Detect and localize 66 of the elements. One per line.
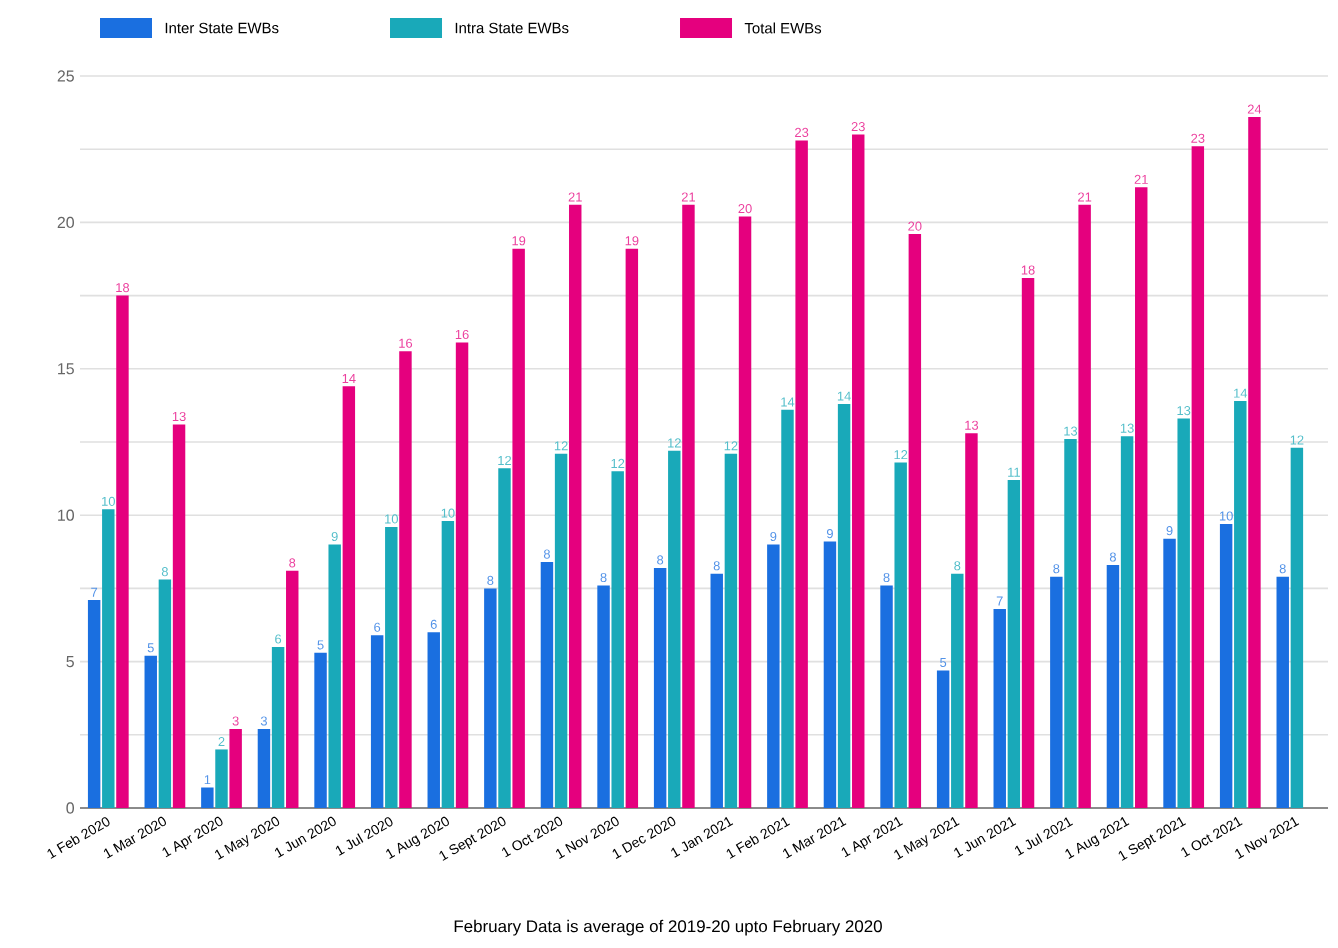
bar: [328, 544, 341, 808]
bar: [1290, 447, 1304, 808]
bar: [370, 635, 384, 808]
bar: [951, 573, 964, 808]
bar: [286, 570, 299, 808]
bar: [682, 204, 695, 808]
bar: [1219, 523, 1233, 808]
bar: [1191, 146, 1205, 808]
bar: [724, 453, 738, 808]
text: February Data is average of 2019-20 upto February 2020: [454, 919, 882, 936]
bar: [611, 471, 624, 808]
bar: [1120, 436, 1134, 808]
bar: [823, 541, 837, 808]
bar: [455, 342, 469, 808]
bar: [554, 453, 568, 808]
bar: [653, 567, 667, 808]
bar: [314, 652, 327, 808]
bar: [158, 579, 172, 808]
bar: [1106, 564, 1120, 808]
bar: [837, 403, 851, 808]
bar: [767, 544, 780, 808]
bar: [87, 600, 101, 808]
bar: [908, 234, 922, 808]
bar: [271, 646, 285, 808]
bar: [229, 728, 242, 808]
bar: [172, 424, 186, 808]
bar: [668, 450, 681, 808]
bar: [738, 216, 752, 808]
bar: [1234, 401, 1247, 808]
bar: [1163, 538, 1176, 808]
bar: [385, 526, 398, 808]
bar: [993, 608, 1006, 808]
bar: [441, 521, 455, 808]
bar: [399, 351, 412, 808]
bar: [965, 433, 978, 808]
bar: [1064, 439, 1077, 808]
bar: [257, 728, 271, 808]
bar: [894, 462, 907, 808]
bar: [144, 655, 157, 808]
bar: [880, 585, 893, 808]
bar: [342, 386, 356, 808]
bar: [1248, 116, 1261, 808]
bar: [498, 468, 511, 808]
bar: [215, 749, 228, 808]
bar: [852, 134, 865, 808]
bar: [1177, 418, 1190, 808]
bar: [201, 787, 214, 808]
bar: [116, 295, 129, 808]
bar: [1007, 480, 1021, 808]
bar: [1050, 576, 1063, 808]
bar: [512, 248, 525, 808]
bar: [1021, 278, 1035, 808]
bar: [1135, 187, 1148, 808]
bar: [102, 509, 115, 808]
bar: [597, 585, 610, 808]
bar: [569, 204, 582, 808]
bar: [795, 140, 808, 808]
bar: [484, 588, 497, 808]
bar: [710, 573, 723, 808]
bar: [427, 632, 440, 808]
bar: [936, 670, 950, 808]
bar: [625, 248, 639, 808]
bar: [1078, 204, 1091, 808]
bar: [781, 409, 794, 808]
bar: [1276, 576, 1289, 808]
bar: [540, 562, 554, 808]
